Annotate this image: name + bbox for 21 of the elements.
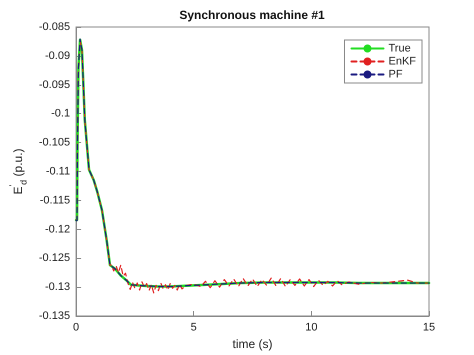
- legend-label: PF: [388, 68, 403, 80]
- x-tick-label: 15: [422, 322, 436, 334]
- y-tick-label: -0.135: [38, 310, 70, 322]
- y-tick-label: -0.1: [51, 108, 70, 120]
- y-tick-label: -0.09: [45, 50, 70, 62]
- legend-label: True: [388, 42, 411, 54]
- legend-label: EnKF: [388, 56, 416, 68]
- y-tick-label: -0.085: [38, 21, 70, 33]
- x-tick-label: 10: [305, 322, 318, 334]
- x-axis-title: time (s): [232, 336, 273, 351]
- y-tick-label: -0.12: [45, 223, 70, 236]
- y-tick-label: -0.105: [38, 136, 70, 149]
- y-tick-label: -0.13: [45, 281, 70, 294]
- x-tick-label: 0: [73, 322, 80, 334]
- y-axis-title: E'd (p.u.): [8, 148, 28, 195]
- y-tick-label: -0.11: [46, 166, 70, 178]
- x-tick-label: 5: [190, 322, 197, 334]
- y-tick-label: -0.095: [38, 78, 70, 91]
- y-tick-label: -0.115: [40, 194, 70, 206]
- y-tick-label: -0.125: [38, 252, 70, 264]
- chart-title: Synchronous machine #1: [179, 8, 326, 22]
